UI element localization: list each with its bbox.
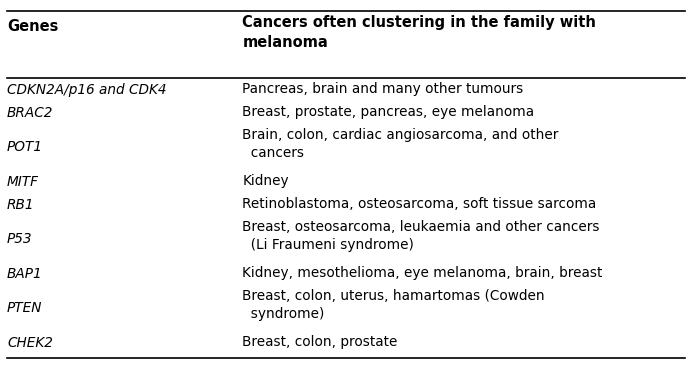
Text: Genes: Genes: [7, 19, 58, 34]
Text: CHEK2: CHEK2: [7, 336, 52, 350]
Text: Kidney: Kidney: [242, 174, 289, 188]
Text: BRAC2: BRAC2: [7, 106, 53, 120]
Text: Breast, prostate, pancreas, eye melanoma: Breast, prostate, pancreas, eye melanoma: [242, 105, 534, 119]
Text: POT1: POT1: [7, 140, 43, 154]
Text: Kidney, mesothelioma, eye melanoma, brain, breast: Kidney, mesothelioma, eye melanoma, brai…: [242, 266, 603, 280]
Text: BAP1: BAP1: [7, 267, 43, 281]
Text: Breast, colon, prostate: Breast, colon, prostate: [242, 335, 398, 349]
Text: MITF: MITF: [7, 175, 39, 189]
Text: CDKN2A/p16 and CDK4: CDKN2A/p16 and CDK4: [7, 83, 167, 97]
Text: Cancers often clustering in the family with
melanoma: Cancers often clustering in the family w…: [242, 15, 596, 50]
Text: Brain, colon, cardiac angiosarcoma, and other
  cancers: Brain, colon, cardiac angiosarcoma, and …: [242, 128, 559, 160]
Text: P53: P53: [7, 232, 32, 246]
Text: Breast, osteosarcoma, leukaemia and other cancers
  (Li Fraumeni syndrome): Breast, osteosarcoma, leukaemia and othe…: [242, 220, 600, 252]
Text: Breast, colon, uterus, hamartomas (Cowden
  syndrome): Breast, colon, uterus, hamartomas (Cowde…: [242, 289, 545, 321]
Text: Pancreas, brain and many other tumours: Pancreas, brain and many other tumours: [242, 82, 524, 96]
Text: Retinoblastoma, osteosarcoma, soft tissue sarcoma: Retinoblastoma, osteosarcoma, soft tissu…: [242, 197, 596, 211]
Text: RB1: RB1: [7, 198, 34, 212]
Text: PTEN: PTEN: [7, 301, 43, 315]
